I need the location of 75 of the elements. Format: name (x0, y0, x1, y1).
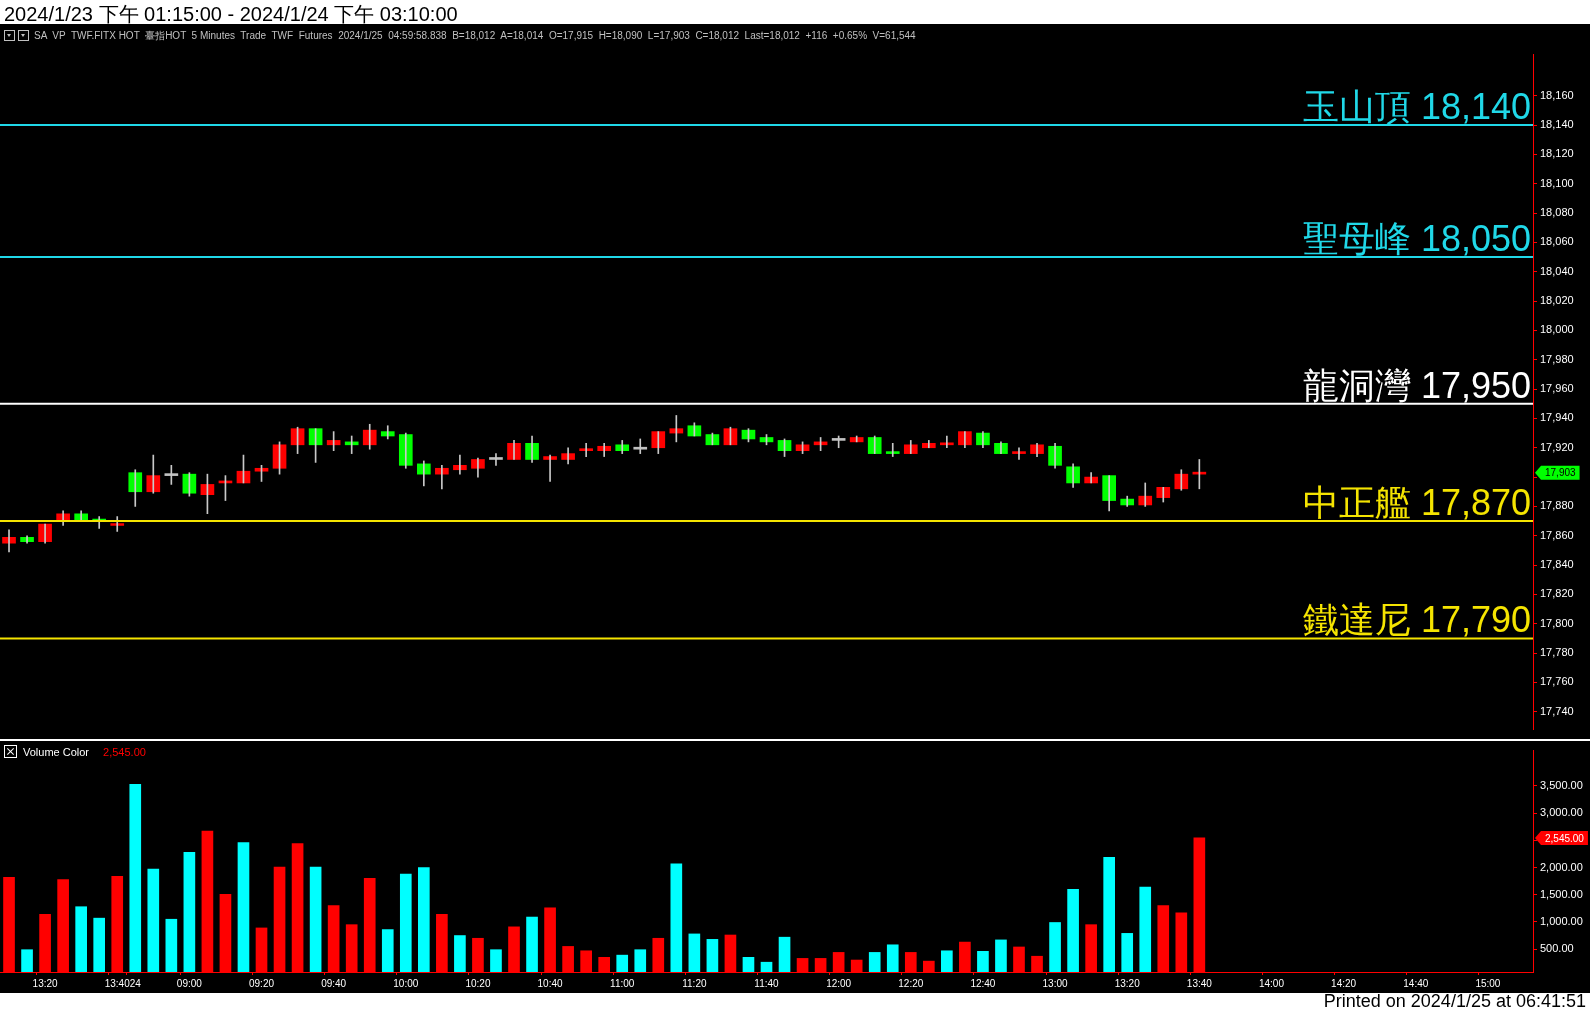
y-tick-label: 18,040 (1540, 264, 1574, 277)
y-tick-label: 18,080 (1540, 206, 1574, 219)
y-tick-label: 18,140 (1540, 118, 1574, 131)
y-tick-label: 18,020 (1540, 294, 1574, 307)
candlestick (615, 440, 630, 454)
annotation: 2,545.00 (103, 745, 146, 758)
x-tick-label: 14:00 (1258, 977, 1285, 989)
candlestick (633, 438, 648, 454)
x-tick-label: 12:00 (826, 977, 852, 989)
chart-title: 2024/1/23 下午 01:15:00 - 2024/1/24 下午 03:10:00 (4, 2, 458, 27)
y-tick-label: 18,160 (1540, 88, 1574, 101)
x-tick-label: 14:40 (1403, 977, 1429, 989)
ref-line-label: 玉山頂 18,140 (1302, 86, 1531, 128)
x-tick-label: 11:00 (610, 977, 635, 989)
y-tick-label: 17,740 (1540, 704, 1574, 717)
ref-line-label: 鐵達尼 17,790 (1302, 599, 1531, 641)
y-tick-label: 1,000.00 (1540, 914, 1583, 927)
ref-line-label: 龍洞灣 17,950 (1302, 364, 1531, 406)
y-tick-label: 18,060 (1540, 235, 1574, 248)
ref-line-label: 聖母峰 18,050 (1302, 218, 1531, 260)
y-tick-label: 17,880 (1540, 499, 1574, 512)
text: 2,545.00 (1545, 832, 1585, 844)
y-tick-label: 3,500.00 (1540, 778, 1583, 791)
y-tick-label: 17,760 (1540, 675, 1574, 688)
x-tick-label: 09:40 (321, 977, 347, 989)
x-tick-label: 11:20 (682, 977, 707, 989)
x-tick-label: 10:20 (465, 977, 491, 989)
candlestick (543, 454, 557, 482)
x-tick-label: 09:20 (249, 977, 275, 989)
candlestick (940, 435, 954, 449)
y-tick-label: 17,820 (1540, 587, 1574, 600)
x-tick-label: 15:00 (1475, 977, 1501, 989)
x-tick-label: 13:40 (104, 977, 131, 989)
candlestick (471, 457, 485, 478)
x-tick-label: 24 (129, 977, 142, 989)
candlestick (561, 447, 575, 465)
x-tick-label: 12:40 (970, 977, 996, 989)
candlestick (1012, 447, 1026, 460)
x-tick-label: 10:00 (393, 977, 419, 989)
candlestick (579, 443, 593, 457)
y-tick-label: 17,980 (1540, 352, 1574, 365)
y-tick-label: 2,000.00 (1540, 860, 1583, 873)
text: Volume Color (23, 745, 90, 758)
y-tick-label: 17,780 (1540, 646, 1574, 659)
chart-subtitle: SA VP TWF.FITX HOT 臺指HOT 5 Minutes Trade TWF Futures 2024/1/25 04:59:58.838 B=18,012 A=18,014 O=17,915 H=18,090 L=17,903 C=18,012 Last=18,012 +116 +0.65% V=61,544 (34, 29, 916, 43)
candlestick (903, 440, 918, 454)
y-tick-label: 17,800 (1540, 616, 1574, 629)
x-tick-label: 12:20 (898, 977, 924, 989)
text: 17,903 (1545, 467, 1577, 479)
y-tick-label: 3,000.00 (1540, 806, 1583, 819)
x-tick-label: 10:40 (537, 977, 564, 989)
y-tick-label: 500.00 (1540, 942, 1574, 955)
x-tick-label: 11:40 (754, 977, 780, 989)
candlestick (1030, 443, 1044, 457)
y-tick-label: 18,000 (1540, 323, 1574, 336)
x-tick-label: 09:00 (176, 977, 203, 989)
y-tick-label: 17,840 (1540, 558, 1574, 571)
y-tick-label: 18,120 (1540, 147, 1574, 160)
candlestick (74, 510, 88, 522)
y-tick-label: 17,860 (1540, 528, 1574, 541)
y-tick-label: 1,500.00 (1540, 887, 1583, 900)
candlestick (489, 453, 503, 466)
candlestick (885, 443, 900, 457)
y-tick-label: 17,940 (1540, 411, 1574, 424)
x-tick-label: 14:20 (1331, 977, 1357, 989)
y-tick-label: 17,920 (1540, 440, 1574, 453)
text: Printed on 2024/1/25 at 06:41:51 (1323, 991, 1586, 1012)
x-tick-label: 13:20 (32, 977, 59, 989)
x-tick-label: 13:20 (1114, 977, 1141, 989)
y-tick-label: 18,100 (1540, 176, 1574, 189)
x-tick-label: 13:40 (1186, 977, 1213, 989)
x-tick-label: 13:00 (1042, 977, 1069, 989)
candlestick (110, 516, 125, 532)
y-tick-label: 17,960 (1540, 382, 1574, 395)
ref-line-label: 中正艦 17,870 (1302, 482, 1531, 524)
